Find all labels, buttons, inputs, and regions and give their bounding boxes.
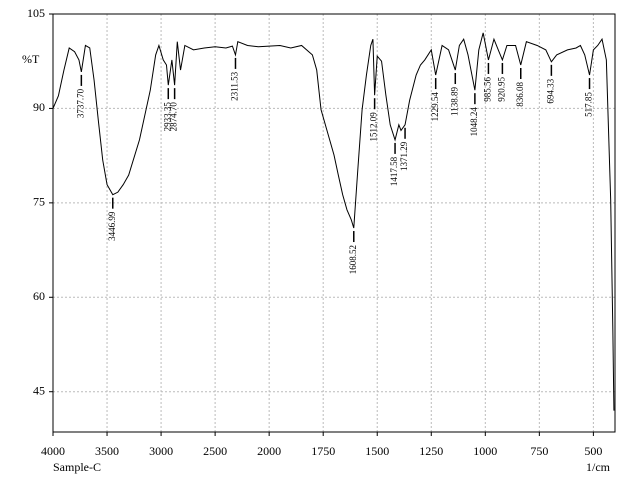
x-tick-label: 1500 xyxy=(365,444,389,458)
x-tick-label: 1250 xyxy=(419,444,443,458)
annotation-label: 1138.89 xyxy=(449,87,459,116)
x-tick-label: 2000 xyxy=(257,444,281,458)
y-tick-label: 45 xyxy=(33,383,45,397)
annotation-label: 3446.99 xyxy=(107,211,117,241)
annotation-label: 694.33 xyxy=(545,78,555,103)
annotation-label: 1608.52 xyxy=(348,245,358,274)
plot-frame xyxy=(52,13,616,433)
annotation-label: 517.85 xyxy=(584,92,594,117)
x-tick-label: 3500 xyxy=(95,444,119,458)
y-tick-label: 90 xyxy=(33,100,45,114)
annotation-label: 985.56 xyxy=(482,76,492,101)
annotation-label: 1229.54 xyxy=(430,92,440,122)
annotation-label: 3737.70 xyxy=(75,88,85,118)
annotation-label: 2311.53 xyxy=(230,71,240,100)
y-tick-label: 60 xyxy=(33,289,45,303)
sample-label: Sample-C xyxy=(53,460,101,474)
y-tick-label: 105 xyxy=(27,6,45,20)
annotation-label: 2874.70 xyxy=(169,102,179,132)
x-tick-label: 4000 xyxy=(41,444,65,458)
y-tick-label: 75 xyxy=(33,195,45,209)
x-tick-label: 2500 xyxy=(203,444,227,458)
annotation-label: 920.95 xyxy=(496,76,506,101)
spectrum-line xyxy=(52,32,615,411)
annotation-label: 1371.29 xyxy=(399,141,409,171)
x-tick-label: 750 xyxy=(530,444,548,458)
annotation-label: 1417.58 xyxy=(389,156,399,186)
annotation-label: 2933.35 xyxy=(162,102,172,132)
y-axis-label: %T xyxy=(22,52,40,66)
x-tick-label: 1000 xyxy=(473,444,497,458)
x-tick-label: 3000 xyxy=(149,444,173,458)
annotation-label: 836.08 xyxy=(515,81,525,106)
annotation-label: 1048.24 xyxy=(469,107,479,137)
annotation-label: 1512.09 xyxy=(369,112,379,142)
x-tick-label: 500 xyxy=(584,444,602,458)
x-tick-label: 1750 xyxy=(311,444,335,458)
x-unit-label: 1/cm xyxy=(586,460,611,474)
